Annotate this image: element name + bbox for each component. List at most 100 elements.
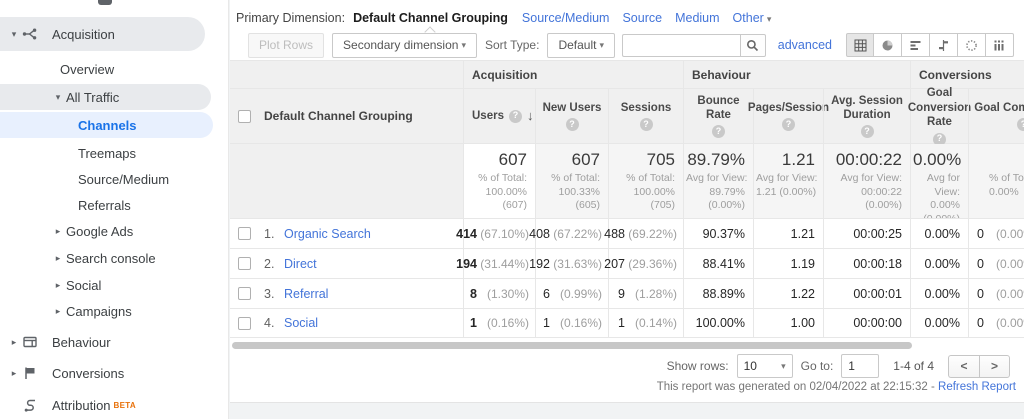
metric-value: 414 <box>456 226 477 241</box>
total-value: 00:00:22 <box>835 150 902 169</box>
dimension-tab-source[interactable]: Source <box>622 11 663 25</box>
comparison-view-button[interactable] <box>930 33 958 57</box>
help-icon[interactable]: ? <box>508 109 522 123</box>
horizontal-scrollbar[interactable] <box>232 342 912 349</box>
row-checkbox[interactable] <box>237 227 251 240</box>
row-checkbox-cell <box>230 249 258 278</box>
total-subtext: 0.00% <box>989 185 1019 198</box>
search-input[interactable] <box>621 33 740 57</box>
total-subtext: Avg for <box>926 172 960 184</box>
sidebar-item-referrals[interactable]: Referrals <box>0 192 213 218</box>
help-icon[interactable]: ? <box>860 125 874 139</box>
row-checkbox[interactable] <box>237 257 251 270</box>
performance-view-button[interactable] <box>902 33 930 57</box>
caret-right-icon[interactable]: ▸ <box>11 336 17 347</box>
column-header-users[interactable]: Users ? ↓ <box>463 89 535 143</box>
column-header-sessions[interactable]: Sessions ? <box>608 89 683 143</box>
horizontal-bars-icon <box>910 40 921 50</box>
dimension-tab-default-channel-grouping[interactable]: Default Channel Grouping <box>353 11 508 38</box>
caret-right-icon[interactable]: ▸ <box>55 225 61 236</box>
users-cell: 8 (1.30%) <box>463 279 535 308</box>
total-subtext: 100.00% <box>633 185 675 198</box>
column-header-bounce-rate[interactable]: Bounce Rate ? <box>683 89 753 143</box>
sort-type-button[interactable]: Default ▾ <box>547 32 616 58</box>
sidebar-item-source-medium[interactable]: Source/Medium <box>0 166 213 192</box>
plot-rows-button[interactable]: Plot Rows <box>248 32 325 58</box>
goal-conversion-rate-cell: 0.00% <box>910 219 968 248</box>
primary-dimension-bar: Primary Dimension: Default Channel Group… <box>236 8 1020 38</box>
avg-session-duration-cell: 00:00:01 <box>823 279 910 308</box>
metric-value: 192 <box>529 256 550 271</box>
metric-value: 207 <box>604 256 625 271</box>
help-icon[interactable]: ? <box>933 132 946 146</box>
caret-right-icon[interactable]: ▸ <box>55 252 61 263</box>
total-subtext: (0.00%) <box>913 213 960 218</box>
next-page-button[interactable]: > <box>979 354 1010 378</box>
percentage-view-button[interactable] <box>874 33 902 57</box>
help-icon[interactable]: ? <box>712 125 725 139</box>
sidebar-item-all-traffic[interactable]: ▾ All Traffic <box>0 84 211 110</box>
column-header-new-users[interactable]: New Users ? <box>535 89 608 143</box>
column-header-pages-session[interactable]: Pages/Session ? <box>748 89 829 143</box>
row-checkbox[interactable] <box>237 316 251 330</box>
dimension-tab-other[interactable]: Other ▾ <box>733 11 772 25</box>
help-icon[interactable]: ? <box>565 118 579 132</box>
row-checkbox-cell <box>230 219 258 248</box>
pages-session-cell: 1.00 <box>753 309 823 337</box>
sidebar-item-google-ads[interactable]: ▸ Google Ads <box>0 218 211 244</box>
sort-type-label: Sort Type: <box>484 38 540 52</box>
metric-value: 194 <box>456 256 477 271</box>
secondary-dimension-button[interactable]: Secondary dimension ▾ <box>332 32 477 58</box>
caret-right-icon[interactable]: ▸ <box>11 367 17 378</box>
term-cloud-view-button[interactable] <box>958 33 986 57</box>
row-checkbox[interactable] <box>237 287 251 300</box>
goto-page-input[interactable] <box>841 354 880 378</box>
totals-avg-session-duration: 00:00:22 Avg for View: 00:00:22 (0.00%) <box>823 144 910 218</box>
sidebar-item-channels[interactable]: Channels <box>0 112 213 138</box>
channel-link[interactable]: Direct <box>284 256 317 271</box>
help-icon[interactable]: ? <box>639 118 653 132</box>
table-view-button[interactable] <box>846 33 874 57</box>
dimension-tab-source-medium[interactable]: Source/Medium <box>521 11 610 25</box>
total-subtext: (0.00%) <box>865 199 902 212</box>
search-button[interactable] <box>739 33 766 57</box>
sidebar-item-label: Conversions <box>52 365 125 381</box>
metric-value: 1 <box>618 316 625 330</box>
sidebar-item-search-console[interactable]: ▸ Search console <box>0 245 211 271</box>
sidebar-item-campaigns[interactable]: ▸ Campaigns <box>0 298 211 324</box>
channel-link[interactable]: Organic Search <box>284 226 371 241</box>
sidebar-item-behaviour[interactable]: ▸ Behaviour <box>0 328 211 356</box>
metric-percent: (67.22%) <box>553 226 602 241</box>
caret-down-icon[interactable]: ▾ <box>11 28 17 39</box>
channel-link[interactable]: Referral <box>284 286 329 301</box>
column-header-goal-conversion-rate[interactable]: Goal Conversion Rate ? <box>908 87 971 146</box>
pivot-view-button[interactable] <box>986 33 1014 57</box>
caret-down-icon[interactable]: ▾ <box>55 91 61 102</box>
sidebar-item-treemaps[interactable]: Treemaps <box>0 140 213 166</box>
table-group-header-row: Acquisition Behaviour Conversions <box>230 60 1024 88</box>
sidebar-item-attribution[interactable]: Attribution BETA <box>0 391 211 419</box>
pager: < > <box>948 354 1010 378</box>
advanced-search-link[interactable]: advanced <box>777 38 832 52</box>
dimension-tab-medium[interactable]: Medium <box>675 11 720 25</box>
row-dimension-cell: 2. Direct <box>258 249 463 278</box>
row-checkbox-cell <box>230 279 258 308</box>
caret-right-icon[interactable]: ▸ <box>55 279 61 290</box>
show-rows-select[interactable]: 10 ▾ <box>736 354 793 378</box>
caret-right-icon[interactable]: ▸ <box>55 305 61 316</box>
column-header-goal-completions[interactable]: Goal Completions ? <box>968 89 1024 143</box>
sidebar-item-overview[interactable]: Overview <box>0 56 210 82</box>
previous-page-button[interactable]: < <box>948 354 979 378</box>
sidebar-item-acquisition[interactable]: ▾ Acquisition <box>0 17 205 51</box>
sidebar-item-social[interactable]: ▸ Social <box>0 272 211 298</box>
help-icon[interactable]: ? <box>1017 118 1024 132</box>
term-cloud-icon <box>966 39 977 51</box>
refresh-report-link[interactable]: Refresh Report <box>938 381 1016 393</box>
search-icon <box>747 39 759 51</box>
channel-link[interactable]: Social <box>284 316 319 330</box>
help-icon[interactable]: ? <box>782 118 795 132</box>
sidebar-item-conversions[interactable]: ▸ Conversions <box>0 359 211 387</box>
select-all-checkbox[interactable] <box>238 109 251 123</box>
column-header-avg-session-duration[interactable]: Avg. Session Duration ? <box>823 89 910 143</box>
